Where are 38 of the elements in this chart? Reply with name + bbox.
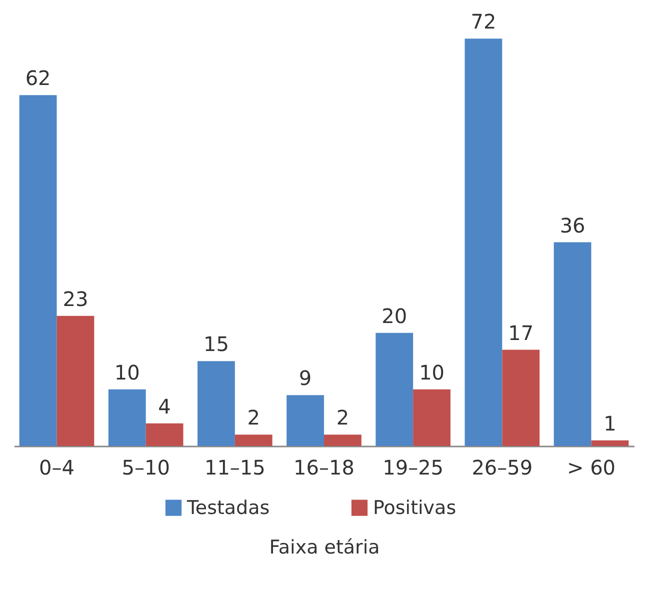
legend-label: Positivas xyxy=(373,496,456,519)
data-label: 10 xyxy=(114,360,140,384)
x-tick-label: 26–59 xyxy=(472,456,533,480)
data-label: 2 xyxy=(247,406,260,430)
bar xyxy=(554,242,592,446)
data-label: 2 xyxy=(336,406,350,430)
x-tick-label: 5–10 xyxy=(122,456,170,480)
data-label: 72 xyxy=(470,10,496,34)
bar xyxy=(108,389,146,446)
bar xyxy=(591,440,629,446)
bar xyxy=(376,332,414,446)
x-tick-label: 16–18 xyxy=(294,456,354,480)
data-label: 10 xyxy=(419,360,445,384)
bar xyxy=(56,316,94,446)
bar xyxy=(324,434,362,446)
x-tick-label: > 60 xyxy=(566,456,616,480)
x-tick-label: 0–4 xyxy=(39,456,74,480)
data-label: 23 xyxy=(62,286,88,311)
data-label: 36 xyxy=(560,213,586,238)
data-label: 17 xyxy=(508,320,534,345)
data-label: 20 xyxy=(382,304,408,328)
bar xyxy=(502,350,540,446)
data-label: 15 xyxy=(203,332,229,356)
x-tick-label: 11–15 xyxy=(204,456,266,480)
bar xyxy=(413,389,450,446)
bar xyxy=(198,361,235,446)
bar xyxy=(234,434,272,446)
bar xyxy=(146,423,184,446)
bar xyxy=(464,38,502,446)
data-label: 9 xyxy=(298,366,312,390)
legend-label: Testadas xyxy=(186,496,270,519)
bar xyxy=(286,395,324,446)
data-label: 4 xyxy=(158,394,171,418)
data-label: 62 xyxy=(25,66,51,90)
x-tick-label: 19–25 xyxy=(382,456,444,480)
data-label: 1 xyxy=(604,411,616,436)
bar xyxy=(19,95,57,446)
x-axis-title: Faixa etária xyxy=(269,536,380,558)
